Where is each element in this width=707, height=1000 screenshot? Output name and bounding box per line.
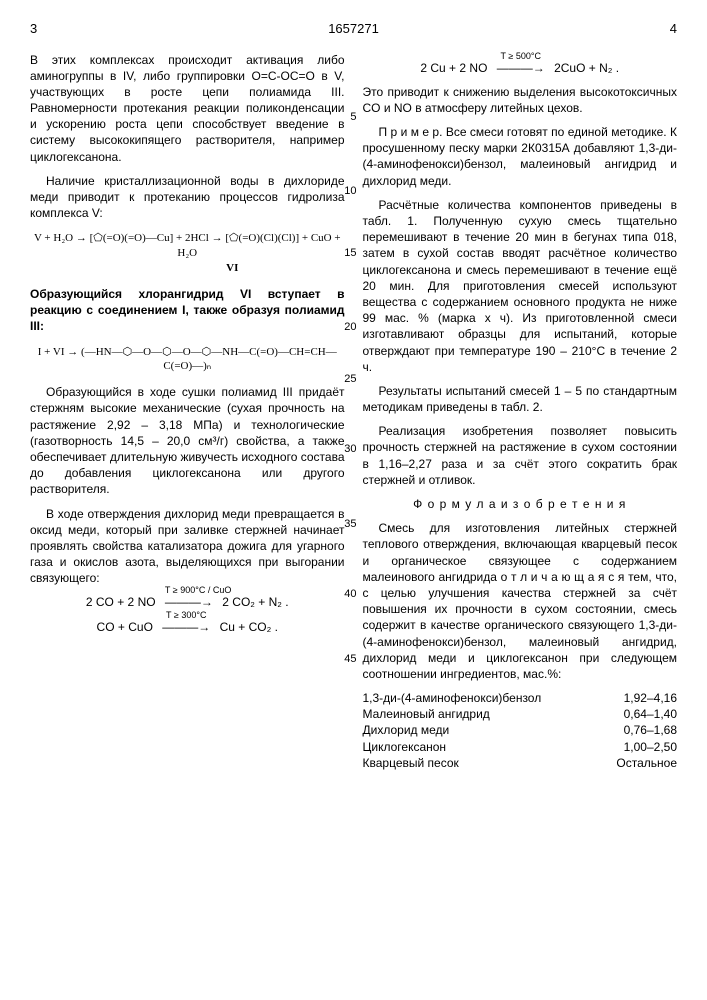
eq-right: 2 CO₂ + N₂ .	[222, 595, 288, 609]
line-number: 40	[344, 587, 356, 602]
patent-number: 1657271	[328, 20, 379, 38]
ingredient-name: Малеиновый ангидрид	[363, 706, 598, 722]
eq-condition: T ≥ 500°C	[497, 50, 545, 62]
reaction-scheme-2: I + VI → (—HN—⬡—O—⬡—O—⬡—NH—C(=O)—CH=CH—C…	[30, 345, 345, 375]
ingredient-name: Циклогексанон	[363, 739, 598, 755]
page-num-right: 4	[670, 20, 677, 38]
line-number: 35	[344, 517, 356, 532]
paragraph: Наличие кристаллизационной воды в дихлор…	[30, 173, 345, 222]
paragraph: В этих комплексах происходит активация л…	[30, 52, 345, 165]
arrow-icon: ———→	[162, 620, 210, 634]
eq-left: CO + CuO	[97, 620, 153, 634]
table-row: 1,3-ди-(4-аминофенокси)бензол 1,92–4,16	[363, 690, 678, 706]
eq-left: 2 CO + 2 NO	[86, 595, 156, 609]
page-num-left: 3	[30, 20, 37, 38]
right-column: 2 Cu + 2 NO T ≥ 500°C ———→ 2CuO + N₂ . Э…	[363, 52, 678, 772]
table-row: Дихлорид меди 0,76–1,68	[363, 722, 678, 738]
compound-label: VI	[226, 262, 238, 274]
paragraph-example: П р и м е р. Все смеси готовят по единой…	[363, 124, 678, 189]
line-number: 45	[344, 652, 356, 667]
table-row: Малеиновый ангидрид 0,64–1,40	[363, 706, 678, 722]
eq-left: 2 Cu + 2 NO	[420, 61, 487, 75]
reaction-text: I + VI → (—HN—⬡—O—⬡—O—⬡—NH—C(=O)—CH=CH—C…	[38, 346, 337, 373]
formula-heading: Ф о р м у л а и з о б р е т е н и я	[363, 496, 678, 512]
ingredient-value: 1,92–4,16	[597, 690, 677, 706]
ingredient-table: 1,3-ди-(4-аминофенокси)бензол 1,92–4,16 …	[363, 690, 678, 771]
ingredient-name: 1,3-ди-(4-аминофенокси)бензол	[363, 690, 598, 706]
table-row: Кварцевый песок Остальное	[363, 755, 678, 771]
ingredient-name: Кварцевый песок	[363, 755, 598, 771]
paragraph: Реализация изобретения позволяет повысит…	[363, 423, 678, 488]
equation-3: 2 Cu + 2 NO T ≥ 500°C ———→ 2CuO + N₂ .	[363, 60, 678, 76]
paragraph: Это приводит к снижению выделения высоко…	[363, 84, 678, 116]
paragraph: Образующийся хлорангидрид VI вступает в …	[30, 286, 345, 335]
paragraph: Результаты испытаний смесей 1 – 5 по ста…	[363, 383, 678, 415]
ingredient-value: 1,00–2,50	[597, 739, 677, 755]
arrow-icon: ———→	[497, 61, 545, 75]
ingredient-value: 0,76–1,68	[597, 722, 677, 738]
reaction-scheme-1: V + H₂O → [⬠(=O)(=O)—Cu] + 2HCl → [⬠(=O)…	[30, 231, 345, 276]
reaction-text: V + H₂O → [⬠(=O)(=O)—Cu] + 2HCl → [⬠(=O)…	[34, 232, 341, 259]
two-column-layout: 5 10 15 20 25 30 35 40 45 В этих комплек…	[30, 52, 677, 772]
line-number: 5	[350, 110, 356, 125]
page-header: 3 1657271 4	[30, 20, 677, 38]
table-row: Циклогексанон 1,00–2,50	[363, 739, 678, 755]
ingredient-name: Дихлорид меди	[363, 722, 598, 738]
line-number: 20	[344, 320, 356, 335]
eq-condition: T ≥ 300°C	[162, 609, 210, 621]
equation-2: CO + CuO T ≥ 300°C ———→ Cu + CO₂ .	[30, 619, 345, 635]
eq-right: Cu + CO₂ .	[220, 620, 278, 634]
line-number: 25	[344, 372, 356, 387]
line-number: 10	[344, 184, 356, 199]
ingredient-value: Остальное	[597, 755, 677, 771]
claim-paragraph: Смесь для изготовления литейных стержней…	[363, 520, 678, 682]
paragraph: Образующийся в ходе сушки полиамид III п…	[30, 384, 345, 497]
paragraph: Расчётные количества компонентов приведе…	[363, 197, 678, 375]
arrow-icon: ———→	[165, 595, 213, 609]
eq-right: 2CuO + N₂ .	[554, 61, 619, 75]
line-number: 30	[344, 442, 356, 457]
eq-condition: T ≥ 900°C / CuO	[165, 584, 213, 596]
ingredient-value: 0,64–1,40	[597, 706, 677, 722]
line-number: 15	[344, 246, 356, 261]
left-column: 5 10 15 20 25 30 35 40 45 В этих комплек…	[30, 52, 345, 772]
paragraph: В ходе отверждения дихлорид меди превращ…	[30, 506, 345, 587]
